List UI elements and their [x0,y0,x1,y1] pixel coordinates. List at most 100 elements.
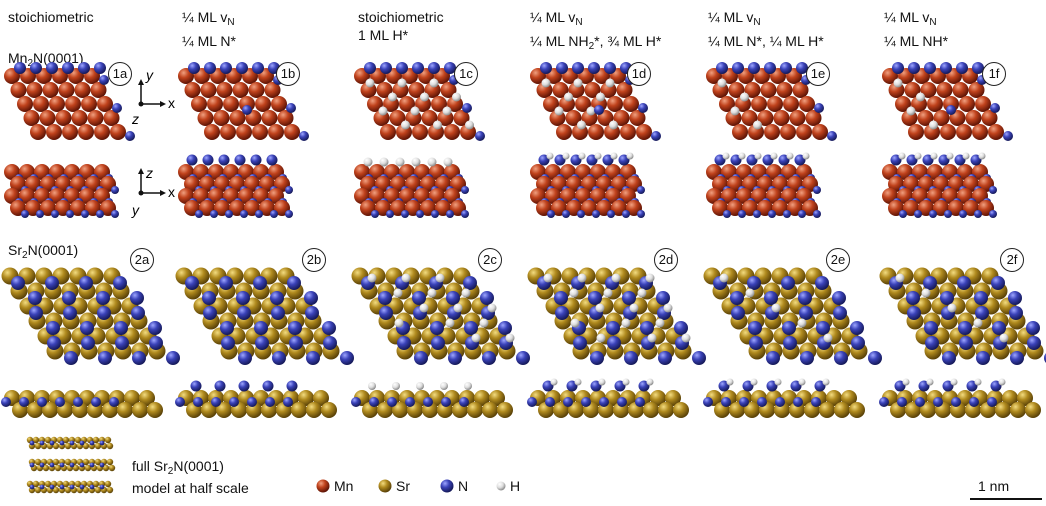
panel-tag-2c: 2c [478,248,502,272]
mn-atom [81,96,97,112]
h-atom [445,318,455,328]
mn-atom [380,124,396,140]
mn-atom [97,96,113,112]
legend-item-sr: Sr [378,478,410,494]
n-atom [834,351,848,365]
n-atom [739,397,749,407]
h-atom [647,333,657,343]
h-atom [605,78,615,88]
sr-atom [313,390,329,406]
n-adatom [234,154,246,166]
n-atom [799,306,813,320]
column-header-2: ¼ ML vN ¼ ML N* [182,9,236,49]
n-atom [989,210,997,218]
n-atom [396,62,408,74]
mn-atom [933,110,950,126]
n-atom [270,210,278,218]
n-atom [556,62,568,74]
n-atom [461,210,469,218]
n-atom [444,62,456,74]
h-atom [745,288,755,298]
mn-atom [367,96,383,112]
h-atom [950,378,958,386]
n-atom [738,210,746,218]
mn-atom [453,110,470,126]
mn-atom [191,96,207,112]
n-atom [461,186,469,194]
n-adatom [242,105,252,115]
n-atom [832,291,846,305]
n-atom [1027,336,1041,350]
mn-atom [584,82,601,98]
n-atom [816,321,830,335]
n-atom [924,62,936,74]
n-atom [562,210,570,218]
n-atom [430,321,444,335]
n-atom [229,397,239,407]
n-atom [204,62,216,74]
sr-atom [497,402,513,418]
h-atom [435,273,445,283]
h-atom [453,303,463,313]
h-atom [786,152,794,160]
mn-atom [252,124,268,140]
h-atom [550,378,558,386]
mn-atom [965,110,982,126]
n-atom [188,62,200,74]
n-atom [412,62,424,74]
n-atom [827,131,837,141]
mn-atom [719,96,735,112]
n-atom [255,210,263,218]
n-adatom [202,154,214,166]
n-atom [958,321,972,335]
n-atom [899,210,907,218]
n-atom [748,321,762,335]
n-atom [768,210,776,218]
sr-atom [995,402,1011,418]
n-atom [851,336,865,350]
n-atom [588,62,600,74]
n-atom [723,210,731,218]
n-atom [446,210,454,218]
axis-z-label-side: z [145,165,153,181]
n-atom [907,306,921,320]
h-atom [947,303,957,313]
h-atom [433,120,442,130]
n-atom [1026,321,1040,335]
h-atom [573,78,583,88]
h-atom [397,78,407,88]
n-atom [1003,131,1013,141]
h-atom [898,152,906,160]
n-atom [236,291,250,305]
n-atom [972,62,984,74]
h-atom [681,333,691,343]
n-atom [39,484,45,490]
h-atom [717,78,727,88]
mn-atom [268,124,284,140]
mn-atom [792,82,809,98]
mn-atom [204,124,220,140]
n-atom [423,397,433,407]
n-atom [89,462,95,468]
n-atom [640,321,654,335]
mn-atom [940,124,956,140]
n-atom [480,291,494,305]
sr-atom [132,402,148,418]
axis-y-label: y [145,67,154,83]
sr-atom [42,464,50,472]
n-atom [547,210,555,218]
h-atom [750,378,758,386]
n-atom [96,291,110,305]
n-atom [764,62,776,74]
sr-atom [147,402,163,418]
axis-y-label-side: y [131,202,140,218]
legend-swatch-n [440,479,454,493]
h-atom [621,318,631,328]
n-atom [897,397,907,407]
h-atom [611,273,621,283]
h-atom [452,92,461,102]
n-atom [323,336,337,350]
sr-atom [64,458,72,466]
n-atom [99,462,105,468]
